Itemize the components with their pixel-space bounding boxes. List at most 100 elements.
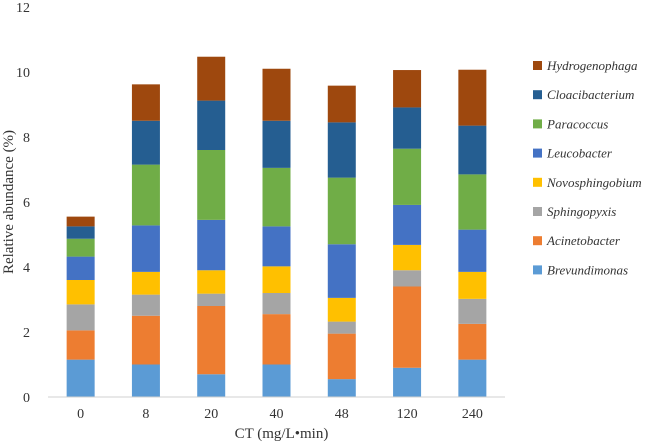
bar-segment-sphingopyxis — [131, 294, 160, 316]
bar-segment-brevundimonas — [66, 359, 95, 397]
legend-label: Brevundimonas — [547, 262, 628, 277]
bar-segment-cloacibacterium — [66, 226, 95, 239]
bar-segment-leucobacter — [327, 244, 356, 298]
bar-segment-sphingopyxis — [393, 270, 422, 287]
bar-segment-paracoccus — [66, 238, 95, 257]
y-tick-label: 12 — [16, 1, 30, 16]
y-tick-label: 4 — [23, 261, 30, 276]
bar-segment-novosphingobium — [197, 270, 226, 294]
bar-segment-hydrogenophaga — [458, 69, 487, 126]
legend-item-leucobacter: Leucobacter — [533, 146, 613, 161]
legend-item-paracoccus: Paracoccus — [533, 116, 608, 131]
bar-segment-brevundimonas — [458, 359, 487, 397]
y-tick-label: 6 — [23, 196, 30, 211]
bar-segment-hydrogenophaga — [131, 84, 160, 121]
bar-segment-leucobacter — [393, 204, 422, 245]
bar-segment-leucobacter — [66, 256, 95, 280]
bar-segment-acinetobacter — [458, 323, 487, 360]
bar-segment-acinetobacter — [262, 314, 291, 365]
y-tick-label: 8 — [23, 131, 30, 146]
legend-item-acinetobacter: Acinetobacter — [533, 233, 621, 248]
legend-label: Hydrogenophaga — [546, 58, 638, 73]
bar-stack-120 — [393, 70, 422, 397]
bar-stacks — [66, 56, 487, 397]
legend-swatch — [533, 236, 542, 246]
x-axis-title: CT (mg/L•min) — [235, 426, 329, 442]
legend-swatch — [533, 61, 542, 70]
legend: Hydrogenophaga Cloacibacterium Paracoccus L… — [533, 58, 642, 277]
bar-segment-acinetobacter — [66, 330, 95, 360]
x-axis-ticks: 0 8 20 40 48 120 240 — [77, 407, 483, 422]
legend-swatch — [533, 148, 542, 158]
x-tick-label: 8 — [142, 407, 149, 422]
legend-label: Acinetobacter — [546, 233, 621, 248]
bar-segment-sphingopyxis — [66, 304, 95, 331]
legend-item-novosphingobium: Novosphingobium — [533, 175, 642, 190]
bar-stack-240 — [458, 69, 487, 397]
bar-segment-novosphingobium — [262, 266, 291, 293]
bar-segment-acinetobacter — [131, 315, 160, 365]
legend-item-brevundimonas: Brevundimonas — [533, 262, 628, 277]
x-tick-label: 40 — [270, 407, 284, 422]
bar-segment-cloacibacterium — [131, 120, 160, 165]
y-tick-label: 10 — [16, 66, 30, 81]
bar-stack-8 — [131, 84, 160, 397]
bar-segment-novosphingobium — [66, 280, 95, 305]
bar-segment-brevundimonas — [327, 379, 356, 397]
legend-swatch — [533, 90, 542, 100]
y-axis-ticks: 0 2 4 6 8 10 12 — [16, 1, 30, 406]
legend-item-cloacibacterium: Cloacibacterium — [533, 87, 634, 102]
bar-segment-brevundimonas — [262, 364, 291, 397]
legend-label: Cloacibacterium — [547, 87, 634, 102]
bar-segment-sphingopyxis — [458, 298, 487, 324]
bar-segment-leucobacter — [262, 226, 291, 267]
x-tick-label: 120 — [397, 407, 418, 422]
bar-segment-sphingopyxis — [327, 321, 356, 334]
bar-segment-cloacibacterium — [262, 120, 291, 168]
bar-segment-hydrogenophaga — [393, 70, 422, 108]
bar-segment-novosphingobium — [393, 244, 422, 271]
x-tick-label: 0 — [77, 407, 84, 422]
y-tick-label: 0 — [23, 391, 30, 406]
x-tick-label: 48 — [335, 407, 349, 422]
bar-segment-cloacibacterium — [458, 125, 487, 175]
legend-swatch — [533, 119, 542, 129]
bar-segment-cloacibacterium — [327, 122, 356, 178]
legend-swatch — [533, 265, 542, 275]
bar-segment-novosphingobium — [458, 271, 487, 299]
bar-segment-paracoccus — [131, 164, 160, 226]
legend-label: Paracoccus — [546, 116, 608, 131]
bar-segment-paracoccus — [393, 148, 422, 205]
bar-segment-novosphingobium — [327, 297, 356, 322]
legend-item-sphingopyxis: Sphingopyxis — [533, 204, 616, 219]
bar-segment-novosphingobium — [131, 271, 160, 295]
bar-segment-leucobacter — [458, 229, 487, 272]
bar-segment-paracoccus — [327, 177, 356, 245]
bar-segment-paracoccus — [458, 174, 487, 230]
legend-label: Leucobacter — [546, 146, 613, 161]
y-axis-title: Relative abundance (%) — [1, 130, 17, 274]
x-tick-label: 240 — [462, 407, 483, 422]
bar-stack-20 — [197, 56, 226, 397]
bar-segment-leucobacter — [131, 225, 160, 272]
bar-stack-40 — [262, 68, 291, 397]
bar-segment-cloacibacterium — [197, 100, 226, 150]
bar-segment-acinetobacter — [327, 333, 356, 380]
bar-segment-paracoccus — [197, 150, 226, 220]
bar-segment-acinetobacter — [197, 306, 226, 375]
legend-swatch — [533, 207, 542, 216]
bar-segment-hydrogenophaga — [197, 56, 226, 101]
bar-segment-sphingopyxis — [197, 293, 226, 306]
bar-segment-acinetobacter — [393, 286, 422, 368]
legend-label: Novosphingobium — [546, 175, 642, 190]
legend-swatch — [533, 177, 542, 187]
bar-stack-48 — [327, 85, 356, 397]
legend-label: Sphingopyxis — [547, 204, 616, 219]
bar-segment-sphingopyxis — [262, 293, 291, 315]
bar-segment-hydrogenophaga — [262, 68, 291, 121]
bar-segment-brevundimonas — [131, 364, 160, 397]
bar-segment-paracoccus — [262, 167, 291, 227]
bar-segment-hydrogenophaga — [327, 85, 356, 123]
y-tick-label: 2 — [23, 326, 30, 341]
